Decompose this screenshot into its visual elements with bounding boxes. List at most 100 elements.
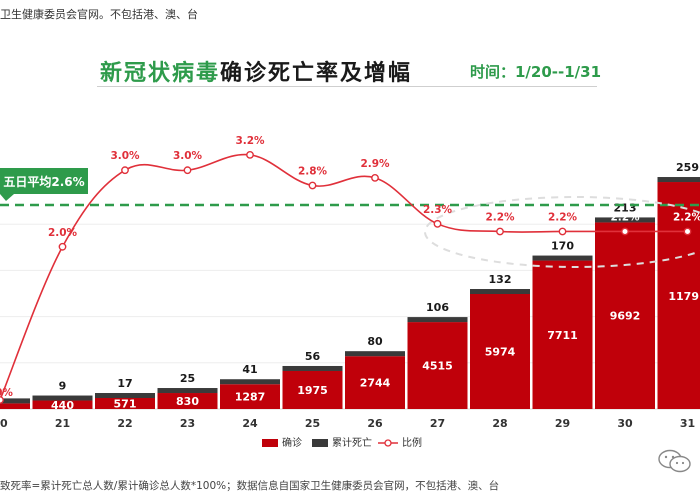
label-confirmed-24: 1287	[235, 391, 266, 404]
ratio-point-30	[621, 227, 629, 236]
label-deaths-22: 17	[117, 377, 132, 390]
bar-confirmed-20	[0, 403, 30, 409]
ratio-point-21	[58, 242, 67, 251]
chart-title: 新冠状病毒确诊死亡率及增幅 时间：1/20--1/31	[100, 55, 601, 87]
tick-label-30: 30	[617, 417, 633, 430]
tick-label-27: 27	[430, 417, 445, 430]
title-part-2: 确诊死亡率及增幅	[220, 61, 413, 86]
ratio-point-27	[433, 219, 442, 228]
ratio-point-25	[308, 181, 317, 190]
label-confirmed-22: 571	[114, 398, 137, 411]
title-time-range: 时间：1/20--1/31	[470, 63, 602, 81]
bar-deaths-23	[157, 388, 218, 394]
label-ratio-28: 2.2%	[485, 211, 515, 223]
source-note-top: 卫生健康委员会官网。不包括港、澳、台	[0, 8, 198, 21]
bar-confirmed-27	[407, 322, 468, 409]
label-deaths-21: 9	[59, 380, 67, 393]
legend-ratio-marker	[384, 439, 392, 447]
label-confirmed-31: 11791	[668, 290, 700, 303]
bar-confirmed-30	[595, 222, 655, 409]
label-ratio-30: 2.2%	[610, 211, 640, 223]
bar-confirmed-21	[32, 400, 93, 409]
bar-confirmed-29	[532, 260, 593, 409]
legend-confirmed-swatch	[262, 439, 278, 447]
tick-label-22: 22	[117, 417, 132, 430]
label-confirmed-28: 5974	[485, 346, 516, 359]
average-label-pointer	[0, 194, 14, 201]
label-confirmed-27: 4515	[422, 360, 453, 373]
label-confirmed-21: 440	[51, 399, 74, 412]
bar-confirmed-28	[470, 294, 530, 409]
tick-label-28: 28	[492, 417, 507, 430]
label-ratio-23: 3.0%	[173, 150, 203, 162]
bar-deaths-30	[595, 217, 655, 223]
ratio-point-26	[371, 173, 379, 182]
label-ratio-22: 3.0%	[110, 150, 140, 162]
label-ratio-26: 2.9%	[360, 158, 390, 170]
label-confirmed-29: 7711	[547, 329, 578, 342]
average-label: 五日平均2.6%	[3, 174, 84, 189]
average-label-box	[0, 168, 88, 194]
bar-deaths-29	[532, 255, 593, 261]
wechat-logo	[658, 449, 691, 473]
tick-label-23: 23	[180, 417, 195, 430]
ratio-point-24	[246, 150, 254, 159]
title-underline	[97, 86, 597, 87]
label-confirmed-26: 2744	[360, 377, 391, 390]
ratio-point-28	[496, 227, 504, 236]
chart-canvas: 440 571 830 1287 1975 2744 4515 5974 7711 9692 117…	[0, 135, 700, 449]
bar-deaths-27	[407, 317, 468, 323]
bar-deaths-25	[282, 365, 343, 371]
label-confirmed-23: 830	[176, 395, 199, 408]
bar-confirmed-22	[95, 398, 155, 409]
label-ratio-29: 2.2%	[548, 211, 578, 223]
legend-deaths-swatch	[312, 439, 328, 447]
bar-confirmed-24	[220, 384, 280, 409]
label-ratio-21: 2.0%	[48, 227, 78, 239]
legend-ratio-label: 比例	[402, 436, 422, 449]
ratio-point-23	[183, 166, 192, 175]
footer-note: 致死率=累计死亡总人数/累计确诊总人数*100%；数据信息自国家卫生健康委员会官…	[0, 480, 500, 492]
label-deaths-25: 56	[305, 350, 321, 363]
label-deaths-23: 25	[180, 372, 195, 385]
tick-label-29: 29	[555, 417, 570, 430]
bar-confirmed-26	[345, 356, 405, 409]
bar-confirmed-23	[157, 393, 218, 409]
tick-label-20: 20	[0, 417, 8, 430]
ratio-point-29	[558, 227, 567, 236]
label-confirmed-30: 9692	[610, 310, 641, 323]
legend-deaths-label: 累计死亡	[332, 436, 372, 449]
ratio-point-22	[121, 166, 129, 175]
label-ratio-25: 2.8%	[298, 166, 328, 178]
ratio-point-20	[0, 396, 4, 404]
highlight-ellipse	[424, 196, 700, 268]
tick-label-26: 26	[367, 417, 383, 430]
tick-label-25: 25	[305, 417, 320, 430]
label-deaths-26: 80	[367, 335, 383, 348]
tick-label-21: 21	[55, 417, 70, 430]
bar-confirmed-31	[657, 182, 700, 409]
label-deaths-27: 106	[426, 301, 449, 314]
bar-deaths-22	[95, 393, 155, 399]
label-ratio-24: 3.2%	[235, 135, 265, 147]
bar-deaths-21	[32, 395, 93, 401]
label-confirmed-25: 1975	[297, 384, 328, 397]
label-deaths-28: 132	[489, 273, 512, 286]
bar-deaths-31	[657, 177, 700, 183]
bar-deaths-28	[470, 289, 530, 295]
bar-confirmed-25	[282, 370, 343, 409]
label-ratio-20: 0%	[0, 387, 13, 399]
bar-deaths-20	[0, 398, 30, 404]
bar-deaths-26	[345, 351, 405, 357]
tick-label-24: 24	[242, 417, 258, 430]
bar-deaths-24	[220, 379, 280, 385]
label-ratio-27: 2.3%	[423, 204, 453, 216]
ratio-point-31	[683, 227, 692, 236]
label-deaths-24: 41	[242, 363, 257, 376]
title-part-1: 新冠状病毒	[100, 61, 221, 86]
label-ratio-31: 2.2%	[673, 211, 700, 223]
tick-label-31: 31	[680, 417, 695, 430]
label-deaths-29: 170	[551, 240, 574, 253]
label-deaths-31: 259	[676, 161, 699, 174]
legend-confirmed-label: 确诊	[282, 436, 302, 449]
